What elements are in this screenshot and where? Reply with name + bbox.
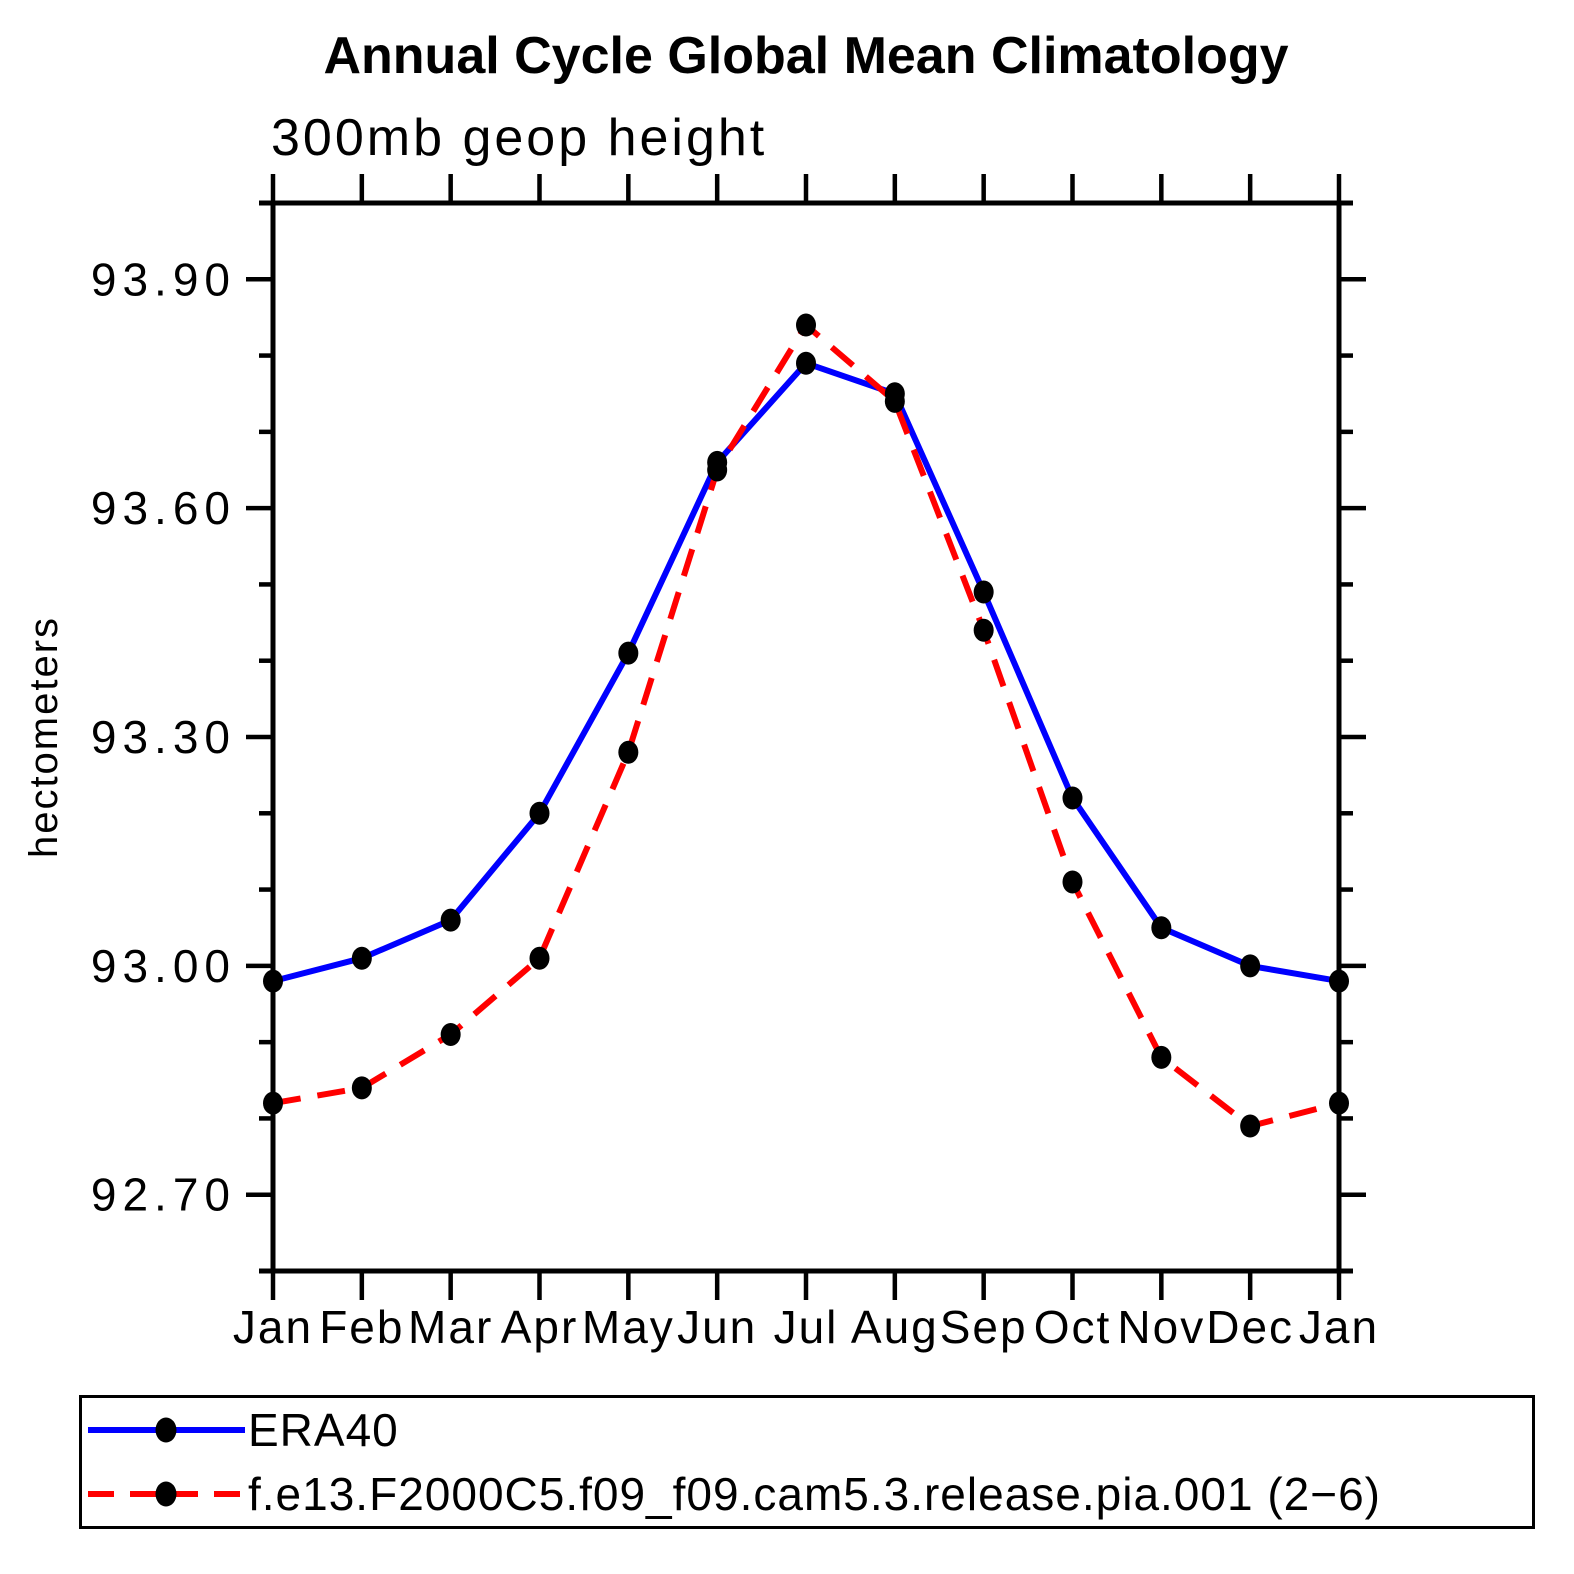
data-point-marker [1240, 1114, 1261, 1138]
x-tick-label: Oct [1034, 1301, 1112, 1353]
data-point-marker [796, 313, 816, 337]
legend-marker-dot [155, 1481, 177, 1507]
y-axis-label: hectometers [22, 616, 66, 858]
data-point-marker [1240, 954, 1261, 978]
legend-label-model: f.e13.F2000C5.f09_f09.cam5.3.release.pia… [248, 1468, 1381, 1520]
legend-line-sample-era40 [88, 1417, 245, 1443]
x-tick-label: Nov [1117, 1301, 1205, 1353]
data-point-marker [351, 1076, 372, 1100]
x-tick-labels: Jan Feb Mar Apr May Jun Jul Aug Sep Oct Nov Dec Jan [233, 1301, 1379, 1353]
data-point-marker [707, 458, 728, 482]
series-markers-0 [263, 351, 1349, 993]
x-tick-label: Apr [501, 1301, 579, 1353]
x-tick-label: Jun [677, 1301, 757, 1353]
data-point-marker [884, 389, 905, 413]
data-point-marker [440, 1023, 461, 1047]
data-point-marker [263, 1091, 283, 1115]
x-tick-label: Aug [851, 1301, 939, 1353]
data-point-marker [1329, 1091, 1349, 1115]
y-ticks [246, 277, 1366, 1197]
y-tick-label: 93.60 [91, 482, 236, 534]
data-point-marker [618, 740, 639, 764]
data-point-marker [529, 946, 550, 970]
x-ticks [270, 174, 1342, 1300]
data-point-marker [1329, 969, 1349, 993]
x-tick-label: Jul [774, 1301, 839, 1353]
x-tick-label: Jan [233, 1301, 313, 1353]
x-tick-label: Dec [1206, 1301, 1294, 1353]
data-point-marker [1062, 786, 1083, 810]
legend-marker-dot [155, 1417, 177, 1443]
series-line-1 [272, 322, 1340, 1130]
data-point-marker [973, 580, 994, 604]
x-tick-label: Sep [940, 1301, 1028, 1353]
legend: ERA40 f.e13.F2000C5.f09_f09.cam5.3.relea… [79, 1395, 1535, 1529]
data-point-marker [440, 908, 461, 932]
y-tick-label: 92.70 [91, 1169, 236, 1221]
x-tick-label: Jan [1299, 1301, 1379, 1353]
data-point-marker [973, 618, 994, 642]
x-tick-label: Mar [408, 1301, 493, 1353]
legend-row-era40: ERA40 [88, 1398, 1532, 1462]
chart-title: Annual Cycle Global Mean Climatology [323, 27, 1289, 85]
legend-row-model: f.e13.F2000C5.f09_f09.cam5.3.release.pia… [88, 1462, 1532, 1526]
y-tick-label: 93.30 [91, 711, 236, 763]
data-point-marker [351, 946, 372, 970]
data-point-marker [1151, 1045, 1172, 1069]
y-tick-label: 93.00 [91, 940, 236, 992]
data-point-marker [1151, 916, 1172, 940]
legend-line-sample-model [88, 1481, 245, 1507]
y-tick-labels: 93.90 93.60 93.30 93.00 92.70 [91, 253, 236, 1221]
legend-label-era40: ERA40 [248, 1404, 399, 1456]
data-point-marker [618, 641, 639, 665]
data-point-marker [529, 801, 550, 825]
y-axis-title: hectometers [22, 616, 66, 858]
series-markers-1 [263, 313, 1349, 1138]
data-point-marker [796, 351, 816, 375]
chart-subtitle: 300mb geop height [271, 109, 768, 167]
series-line-0 [272, 360, 1340, 985]
data-point-marker [263, 969, 283, 993]
x-tick-label: May [582, 1301, 675, 1353]
data-point-marker [1062, 870, 1083, 894]
x-tick-label: Feb [319, 1301, 404, 1353]
y-tick-label: 93.90 [91, 253, 236, 305]
